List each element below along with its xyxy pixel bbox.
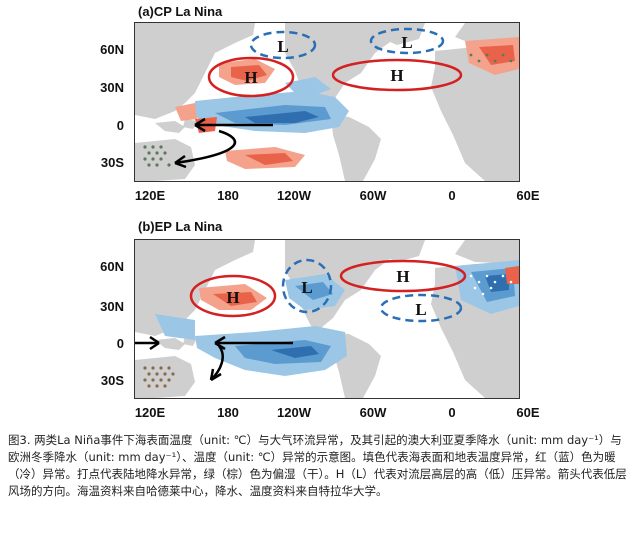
panel-title: (a)CP La Nina [138,4,223,19]
cold-sst-anomaly [155,260,519,376]
pressure-label-high: H [390,66,403,85]
precip-stipple [143,53,513,167]
lat-label-60n: 60N [100,42,124,57]
wind-arrow-head [149,335,160,351]
lat-label-0: 0 [116,336,124,351]
panel-ep-la-nina: (b)EP La Nina 60N 30N 0 30S [0,215,640,430]
lon-label-180: 180 [217,405,239,420]
pressure-label-low: L [401,33,412,52]
lon-label-120e: 120E [134,188,166,203]
map-ep-la-nina: H L H L [134,239,520,399]
pressure-label-low: L [415,300,426,319]
lon-label-60e: 60E [516,405,540,420]
lon-label-120w: 120W [277,188,311,203]
high-pressure-outlines [207,56,463,98]
map-canvas: L L H H [135,23,519,181]
lat-label-30n: 30N [100,299,124,314]
lat-label-60n: 60N [100,259,124,274]
low-pressure-outlines [281,258,463,323]
figure-caption: 图3. 两类La Niña事件下海表面温度（unit: ℃）与大气环流异常，及其… [8,432,632,500]
map-cp-la-nina: L L H H [134,22,520,182]
lon-label-120w: 120W [277,405,311,420]
precip-stipple [143,366,175,388]
wind-arrows [135,335,293,382]
panel-cp-la-nina: (a)CP La Nina 60N 30N 0 30S [0,0,640,215]
warm-sst-anomaly [199,266,519,310]
wind-arrow-curve [174,129,237,165]
precip-stipple-europe [469,274,513,296]
high-pressure-outlines [189,259,467,318]
wind-arrow-head [194,117,206,133]
pressure-label-low: L [301,278,312,297]
lat-label-30s: 30S [100,155,124,170]
lon-label-60w: 60W [359,188,387,203]
lon-label-0: 0 [448,188,456,203]
lon-label-0: 0 [448,405,456,420]
low-pressure-outlines [249,27,445,60]
land-masses [135,240,519,398]
map-canvas: H L H L [135,240,519,398]
lon-label-60w: 60W [359,405,387,420]
lat-label-0: 0 [116,118,124,133]
lon-label-180: 180 [217,188,239,203]
cold-sst-anomaly [195,77,349,133]
pressure-label-high: H [244,68,257,87]
lat-label-30n: 30N [100,80,124,95]
wind-arrow-head [209,368,222,382]
wind-arrows [174,117,273,169]
wind-arrow-head [174,154,187,169]
lat-label-30s: 30S [100,373,124,388]
pressure-label-low: L [277,37,288,56]
lon-label-120e: 120E [134,405,166,420]
caption-text: 图3. 两类La Niña事件下海表面温度（unit: ℃）与大气环流异常，及其… [8,433,627,498]
lon-label-60e: 60E [516,188,540,203]
pressure-label-high: H [226,288,239,307]
panel-title: (b)EP La Nina [138,219,223,234]
pressure-label-high: H [396,267,409,286]
